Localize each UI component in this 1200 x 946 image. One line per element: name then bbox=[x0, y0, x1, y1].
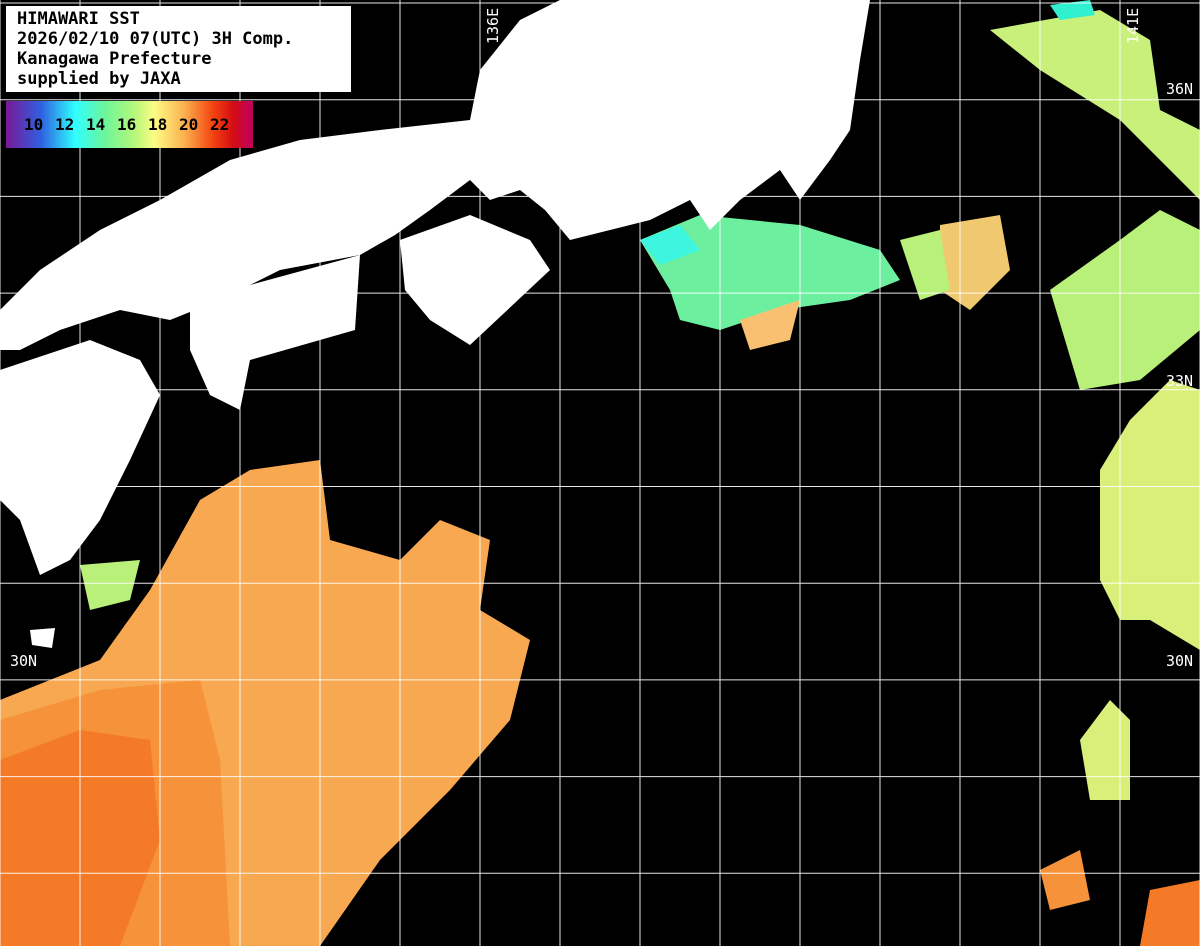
header-info-box: HIMAWARI SST 2026/02/10 07(UTC) 3H Comp. K… bbox=[6, 6, 351, 92]
scale-tick: 22 bbox=[210, 115, 230, 134]
scale-tick: 12 bbox=[55, 115, 75, 134]
lon-label-141e: 141E bbox=[1124, 7, 1142, 44]
lat-label-33n-left: 33N bbox=[10, 372, 38, 390]
datetime: 2026/02/10 07(UTC) 3H Comp. bbox=[17, 29, 294, 49]
scale-tick: 14 bbox=[86, 115, 106, 134]
lon-label-136e: 136E bbox=[484, 7, 502, 44]
lat-label-30n-left: 30N bbox=[10, 652, 38, 670]
color-scale-bar: 10 12 14 16 18 20 22 bbox=[6, 101, 253, 148]
scale-tick: 10 bbox=[24, 115, 44, 134]
scale-tick: 20 bbox=[179, 115, 199, 134]
scale-tick: 16 bbox=[117, 115, 137, 134]
lat-label-30n-right: 30N bbox=[1166, 652, 1194, 670]
lat-label-33n-right: 33N bbox=[1166, 372, 1194, 390]
sst-cool-region bbox=[640, 0, 1200, 946]
lat-label-36n: 36N bbox=[1166, 80, 1194, 98]
provider-org: Kanagawa Prefecture bbox=[17, 49, 212, 69]
title: HIMAWARI SST bbox=[17, 9, 140, 29]
data-source: supplied by JAXA bbox=[17, 69, 181, 89]
scale-tick: 18 bbox=[148, 115, 168, 134]
